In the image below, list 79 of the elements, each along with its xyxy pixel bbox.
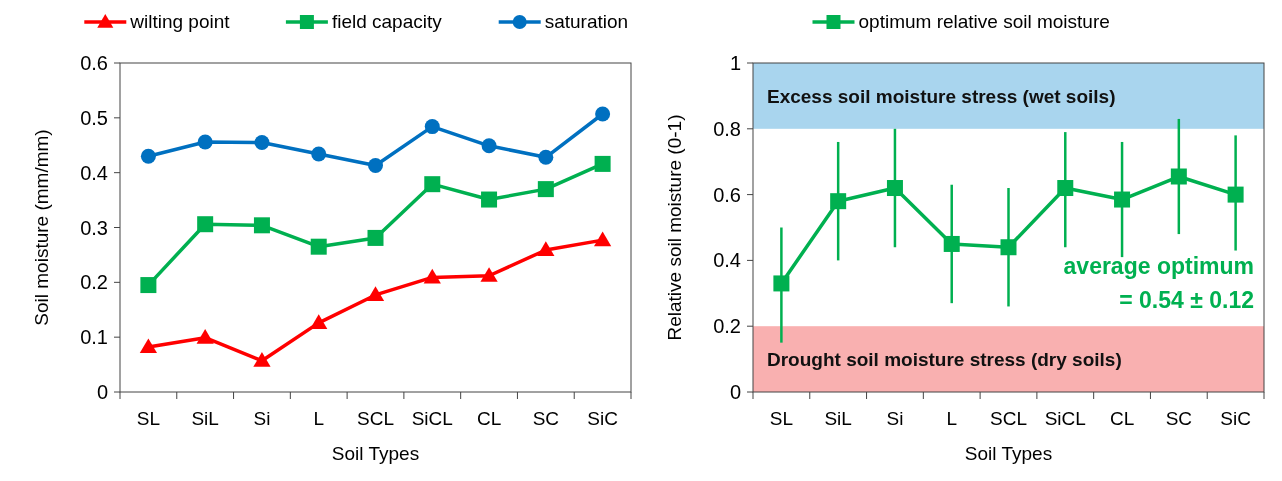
point	[595, 106, 611, 122]
x-tick-label: SCL	[990, 408, 1027, 429]
point	[481, 191, 498, 208]
y-axis-title: Soil moisture (mm/mm)	[31, 129, 52, 326]
point	[593, 231, 612, 247]
band-label: Excess soil moisture stress (wet soils)	[767, 85, 1116, 107]
y-tick-label: 0	[729, 381, 741, 403]
band-label: Drought soil moisture stress (dry soils)	[767, 349, 1122, 371]
y-tick-label: 0.3	[80, 216, 108, 239]
y-tick-label: 0.6	[713, 183, 741, 206]
point	[310, 314, 328, 329]
y-tick-label: 0.6	[80, 52, 108, 74]
x-tick-label: SiC	[587, 408, 618, 429]
point	[1000, 239, 1017, 256]
y-tick-label: 0.4	[80, 161, 108, 184]
point	[537, 241, 555, 257]
x-tick-label: L	[946, 408, 958, 429]
x-tick-label: SCL	[357, 408, 394, 429]
y-tick-label: 0.2	[80, 271, 108, 294]
legend-label: saturation	[544, 11, 629, 32]
x-tick-label: SiL	[191, 408, 219, 429]
annotation: = 0.54 ± 0.12	[1119, 287, 1254, 314]
point	[196, 329, 214, 344]
y-tick-label: 0.8	[713, 117, 741, 140]
point	[253, 217, 270, 234]
point	[480, 267, 498, 282]
x-tick-label: CL	[476, 408, 502, 429]
point	[1114, 191, 1131, 208]
x-tick-label: SiCL	[411, 408, 453, 429]
y-tick-label: 0.1	[80, 326, 108, 349]
x-tick-label: L	[313, 408, 325, 429]
y-tick-label: 1	[729, 52, 741, 74]
annotation: average optimum	[1063, 253, 1254, 280]
point	[139, 338, 158, 354]
x-tick-label: SiC	[1220, 408, 1251, 429]
point	[481, 138, 497, 154]
point	[1227, 186, 1244, 203]
point	[311, 146, 327, 162]
point	[1170, 168, 1187, 185]
x-tick-label: Si	[886, 408, 904, 429]
x-axis-title: Soil Types	[331, 443, 420, 464]
point	[140, 277, 157, 294]
x-tick-label: SL	[136, 408, 161, 429]
x-tick-label: SL	[769, 408, 794, 429]
y-axis-title: Relative soil moisture (0-1)	[664, 114, 685, 341]
x-tick-label: Si	[253, 408, 271, 429]
y-tick-label: 0.5	[80, 106, 108, 129]
y-tick-label: 0.4	[713, 249, 741, 272]
point	[424, 119, 440, 135]
x-axis-title: Soil Types	[964, 443, 1053, 464]
x-tick-label: SC	[532, 408, 560, 429]
point	[423, 268, 441, 284]
legend-label: optimum relative soil moisture	[858, 11, 1110, 32]
legend-label: field capacity	[331, 11, 443, 32]
x-tick-label: CL	[1109, 408, 1135, 429]
point	[366, 286, 385, 301]
x-tick-label: SiCL	[1044, 408, 1086, 429]
point	[594, 155, 611, 172]
legend-label: wilting point	[129, 11, 231, 32]
point	[830, 193, 847, 210]
point	[253, 352, 271, 367]
point	[886, 180, 903, 197]
point	[1057, 180, 1074, 197]
point	[368, 158, 383, 174]
point	[537, 181, 554, 198]
y-tick-label: 0.2	[713, 315, 741, 338]
x-tick-label: SC	[1165, 408, 1193, 429]
point	[424, 176, 441, 193]
point	[773, 275, 790, 292]
point	[367, 229, 384, 246]
y-tick-label: 0	[96, 381, 108, 403]
point	[943, 235, 960, 252]
point	[538, 149, 554, 165]
point	[197, 216, 214, 233]
x-tick-label: SiL	[824, 408, 852, 429]
point	[310, 238, 327, 255]
point	[197, 134, 213, 150]
point	[140, 148, 156, 164]
point	[254, 135, 270, 151]
